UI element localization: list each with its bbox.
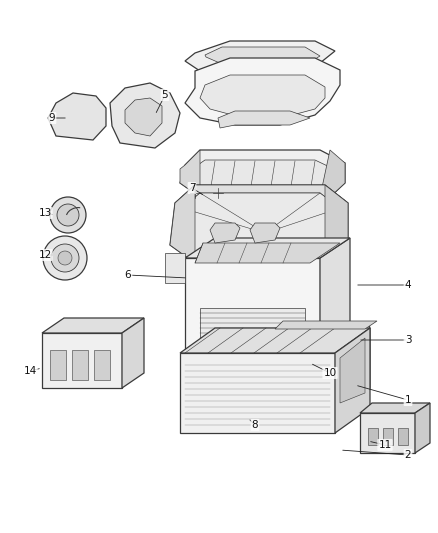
Polygon shape [50, 350, 66, 380]
Circle shape [58, 251, 72, 265]
Text: 6: 6 [125, 270, 131, 280]
Polygon shape [200, 75, 325, 117]
Polygon shape [170, 185, 348, 263]
Polygon shape [195, 243, 340, 263]
Polygon shape [180, 193, 340, 255]
Polygon shape [215, 363, 235, 378]
Circle shape [66, 106, 90, 130]
Circle shape [285, 353, 295, 363]
Circle shape [192, 190, 198, 196]
Polygon shape [218, 111, 310, 128]
Polygon shape [200, 308, 305, 348]
Text: 11: 11 [378, 440, 392, 450]
Circle shape [140, 108, 150, 118]
Polygon shape [94, 350, 110, 380]
FancyBboxPatch shape [279, 333, 361, 383]
Polygon shape [340, 338, 365, 403]
Text: 8: 8 [252, 420, 258, 430]
Polygon shape [125, 98, 162, 136]
Text: 14: 14 [23, 366, 37, 376]
Polygon shape [210, 223, 240, 243]
Circle shape [51, 244, 79, 272]
Circle shape [215, 190, 221, 196]
Polygon shape [180, 353, 335, 433]
Polygon shape [275, 363, 295, 378]
Polygon shape [122, 318, 144, 388]
Polygon shape [180, 150, 345, 197]
Text: 1: 1 [405, 395, 411, 405]
Text: 2: 2 [405, 450, 411, 460]
FancyBboxPatch shape [270, 324, 370, 392]
Polygon shape [250, 223, 280, 243]
Circle shape [57, 204, 79, 226]
Polygon shape [398, 428, 408, 445]
Polygon shape [170, 185, 195, 263]
Polygon shape [383, 428, 393, 445]
Text: 10: 10 [323, 368, 336, 378]
Circle shape [72, 112, 84, 124]
Polygon shape [368, 428, 378, 445]
Polygon shape [165, 253, 185, 283]
Text: 3: 3 [405, 335, 411, 345]
Circle shape [211, 186, 225, 200]
Polygon shape [185, 41, 335, 71]
Circle shape [345, 353, 355, 363]
Circle shape [188, 186, 202, 200]
Text: 5: 5 [162, 90, 168, 100]
Polygon shape [360, 413, 415, 453]
Polygon shape [185, 258, 320, 363]
Text: 12: 12 [39, 250, 52, 260]
Polygon shape [72, 350, 88, 380]
Polygon shape [325, 185, 348, 263]
Polygon shape [180, 150, 200, 197]
Polygon shape [360, 403, 430, 413]
Polygon shape [175, 185, 348, 208]
Circle shape [50, 197, 86, 233]
Text: 4: 4 [405, 280, 411, 290]
Polygon shape [415, 403, 430, 453]
Polygon shape [265, 363, 285, 378]
Polygon shape [42, 318, 144, 333]
Polygon shape [335, 328, 370, 433]
Circle shape [43, 236, 87, 280]
Polygon shape [48, 93, 106, 140]
Polygon shape [205, 47, 320, 64]
Circle shape [135, 103, 155, 123]
Polygon shape [185, 58, 340, 125]
Text: 13: 13 [39, 208, 52, 218]
Text: 7: 7 [189, 183, 195, 193]
Polygon shape [190, 160, 338, 194]
Polygon shape [185, 238, 350, 258]
Polygon shape [275, 321, 377, 329]
Polygon shape [110, 83, 180, 148]
Polygon shape [180, 328, 370, 353]
Text: 9: 9 [49, 113, 55, 123]
Polygon shape [320, 238, 350, 363]
Polygon shape [42, 333, 122, 388]
Polygon shape [320, 150, 345, 197]
